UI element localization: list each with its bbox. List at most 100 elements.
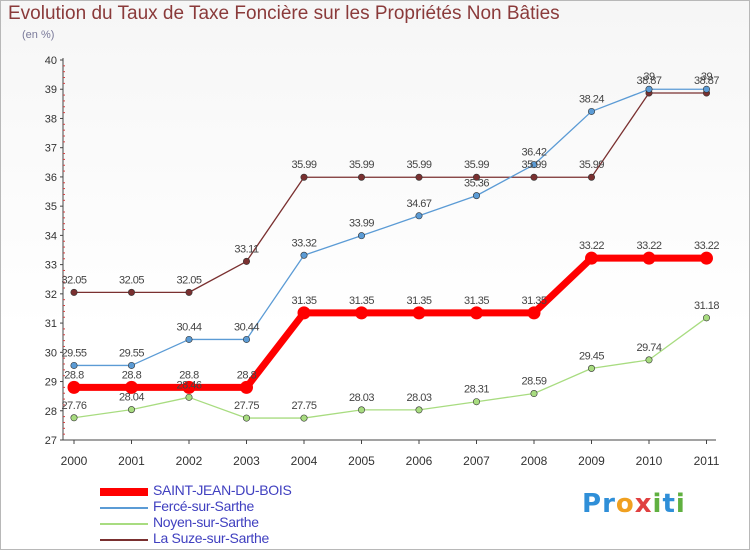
- y-tick-label: 34: [45, 230, 57, 242]
- y-tick-label: 39: [45, 84, 57, 96]
- data-point: [357, 232, 365, 240]
- x-tick-label: 2010: [636, 454, 663, 468]
- series-line: [73, 92, 708, 294]
- data-point: [67, 380, 81, 394]
- x-tick-label: 2003: [233, 454, 260, 468]
- data-label: 33.32: [291, 237, 316, 249]
- x-tick-label: 2007: [463, 454, 490, 468]
- data-label: 33.22: [694, 240, 719, 252]
- data-label: 35.99: [291, 159, 316, 171]
- data-label: 28.31: [464, 384, 489, 396]
- series-line: [70, 254, 710, 391]
- data-label: 28.8: [179, 369, 199, 381]
- data-point: [185, 288, 193, 296]
- x-tick-label: 2006: [406, 454, 433, 468]
- data-point: [70, 288, 78, 296]
- data-label: 29.55: [119, 347, 144, 359]
- data-label: 31.35: [406, 295, 431, 307]
- unit-label: (en %): [22, 29, 55, 41]
- legend-label: Noyen-sur-Sarthe: [153, 514, 259, 530]
- data-point: [297, 306, 311, 320]
- data-point: [243, 257, 251, 265]
- data-label: 38.24: [579, 93, 604, 105]
- data-label: 31.35: [464, 295, 489, 307]
- data-point: [70, 414, 78, 422]
- data-point: [243, 335, 251, 343]
- data-label: 28.03: [406, 392, 431, 404]
- data-label: 30.44: [234, 321, 259, 333]
- data-label: 34.67: [406, 198, 431, 210]
- legend-item: Noyen-sur-Sarthe: [100, 514, 420, 532]
- y-tick-label: 30: [45, 347, 57, 359]
- x-tick-label: 2004: [291, 454, 318, 468]
- line-chart: 27 28 29 30 31 32 33 34 35 36 37 38 39 40 2000 2001 2002…: [45, 55, 720, 468]
- x-tick-label: 2011: [694, 454, 720, 468]
- y-tick-label: 38: [45, 113, 57, 125]
- data-point: [702, 85, 710, 93]
- y-tick-label: 28: [45, 406, 57, 418]
- data-point: [185, 335, 193, 343]
- data-label: 39: [643, 71, 655, 83]
- legend-swatch: [100, 523, 148, 525]
- y-tick-label: 36: [45, 172, 57, 184]
- legend-swatch: [100, 507, 148, 509]
- data-point: [128, 406, 136, 414]
- data-label: 28.59: [521, 376, 546, 388]
- y-tick-label: 37: [45, 143, 57, 155]
- data-label: 31.35: [521, 295, 546, 307]
- chart-title: Evolution du Taux de Taxe Foncière sur l…: [8, 3, 560, 24]
- data-point: [700, 251, 713, 265]
- data-point: [527, 306, 541, 320]
- data-label: 35.99: [521, 159, 546, 171]
- data-label: 32.05: [176, 274, 201, 286]
- x-tick-label: 2005: [348, 454, 375, 468]
- data-label: 31.35: [291, 295, 316, 307]
- data-label: 28.03: [349, 392, 374, 404]
- data-point: [128, 361, 136, 369]
- data-point: [357, 173, 365, 181]
- data-point: [585, 251, 598, 265]
- x-tick-label: 2002: [176, 454, 203, 468]
- data-label: 32.05: [119, 274, 144, 286]
- data-point: [587, 107, 595, 115]
- data-label: 35.99: [464, 159, 489, 171]
- data-label: 33.22: [636, 240, 661, 252]
- data-label: 29.55: [61, 347, 86, 359]
- data-point: [128, 288, 136, 296]
- legend: SAINT-JEAN-DU-BOIS Fercé-sur-Sarthe Noyen-…: [100, 482, 440, 550]
- data-point: [472, 192, 480, 200]
- data-point: [240, 380, 253, 394]
- series-line: [73, 88, 708, 367]
- data-label: 30.44: [176, 321, 201, 333]
- data-point: [530, 390, 538, 398]
- data-point: [182, 380, 196, 394]
- data-label: 27.75: [234, 400, 259, 412]
- data-point: [300, 251, 308, 259]
- y-tick-label: 32: [45, 289, 57, 301]
- data-label: 28.04: [119, 392, 144, 404]
- data-label: 31.18: [694, 300, 719, 312]
- legend-label: La Suze-sur-Sarthe: [153, 530, 269, 546]
- data-label: 27.76: [61, 400, 86, 412]
- y-tick-label: 35: [45, 201, 57, 213]
- legend-label: SAINT-JEAN-DU-BOIS: [153, 482, 292, 498]
- series-line: [73, 317, 708, 419]
- data-label: 29.74: [636, 342, 661, 354]
- data-label: 33.11: [234, 243, 259, 255]
- data-label: 27.75: [291, 400, 316, 412]
- data-point: [300, 414, 308, 422]
- data-label: 38.87: [694, 75, 719, 87]
- data-point: [530, 161, 538, 169]
- x-tick-label: 2000: [61, 454, 88, 468]
- data-label: 35.99: [349, 159, 374, 171]
- data-label: 29.45: [579, 350, 604, 362]
- data-label: 36.42: [521, 147, 546, 159]
- data-point: [645, 356, 653, 364]
- data-label: 35.36: [464, 178, 489, 190]
- data-label: 38.87: [636, 75, 661, 87]
- data-point: [470, 306, 483, 320]
- data-point: [415, 173, 423, 181]
- data-point: [300, 173, 308, 181]
- y-tick-label: 29: [45, 377, 57, 389]
